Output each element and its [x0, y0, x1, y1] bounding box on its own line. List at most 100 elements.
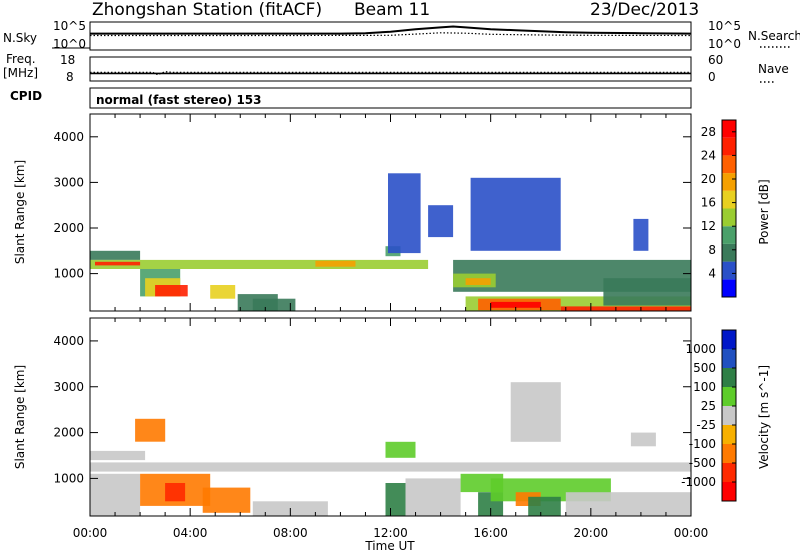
velocity-region: [135, 418, 166, 442]
power-colorbar-tick-label: 4: [708, 266, 716, 280]
nsearch-tick-top: 10^5: [708, 19, 741, 33]
freq-axis-label: Freq.: [6, 52, 36, 66]
power-region: [315, 260, 356, 267]
velocity-heatmap: [90, 382, 691, 517]
freq-tick-bottom: 8: [66, 70, 74, 84]
velocity-region: [90, 462, 691, 472]
power-colorbar-swatch: [722, 120, 736, 138]
time-tick-label: 04:00: [173, 526, 208, 540]
time-axis-labels: 00:00 04:00 08:00 12:00 16:00 20:00 00:00: [73, 526, 709, 540]
velocity-colorbar-tick-label: 1000: [685, 342, 716, 356]
time-tick-label: 12:00: [373, 526, 408, 540]
station-title: Zhongshan Station (fitACF): [92, 0, 322, 20]
velocity-region: [90, 450, 146, 461]
power-region: [252, 298, 296, 311]
power-panel: 1000 2000 3000 4000 Slant Range [km] 4 8 12 16…: [13, 113, 771, 312]
power-colorbar-swatch: [722, 261, 736, 280]
power-region: [90, 259, 429, 269]
nsky-tick-bottom: 10^0: [53, 37, 86, 51]
date-label: 23/Dec/2013: [590, 0, 699, 20]
cpid-label: CPID: [10, 89, 42, 103]
velocity-colorbar-tick-label: -100: [689, 437, 716, 451]
power-region: [388, 173, 421, 254]
power-region: [428, 205, 454, 238]
velocity-colorbar-swatch: [722, 463, 736, 482]
velocity-region: [385, 441, 416, 458]
velocity-colorbar-tick-label: -1000: [681, 475, 716, 489]
freq-unit-label: [MHz]: [3, 66, 38, 80]
power-colorbar-tick-label: 12: [701, 219, 716, 233]
noise-panel: N.Sky 10^5 10^0 10^5 10^0 N.Search: [3, 19, 800, 51]
y-tick-label: 2000: [53, 221, 84, 235]
velocity-colorbar-label-text: Velocity [m s^-1]: [757, 365, 771, 469]
y-tick-label: 3000: [53, 380, 84, 394]
power-colorbar-swatch: [722, 226, 736, 244]
power-region: [210, 285, 236, 299]
velocity-colorbar-swatch: [722, 368, 736, 387]
power-colorbar-tick-label: 24: [701, 148, 716, 162]
power-colorbar-tick-label: 20: [701, 172, 716, 186]
nsearch-tick-bottom: 10^0: [708, 37, 741, 51]
velocity-region: [510, 382, 561, 442]
power-region: [560, 306, 691, 311]
freq-tick-top: 18: [60, 53, 75, 67]
velocity-colorbar-tick-label: -25: [696, 418, 716, 432]
power-colorbar: 4 8 12 16 20 24 28: [701, 119, 737, 298]
velocity-colorbar-swatch: [722, 406, 736, 425]
power-colorbar-swatch: [722, 190, 736, 209]
time-tick-label: 00:00: [73, 526, 108, 540]
time-tick-label: 20:00: [574, 526, 609, 540]
velocity-region: [202, 487, 251, 513]
velocity-colorbar-swatch: [722, 387, 736, 406]
beam-label: Beam 11: [354, 0, 430, 20]
nave-tick-top: 60: [708, 53, 723, 67]
cpid-text: normal (fast stereo) 153: [96, 93, 262, 107]
time-tick-label: 08:00: [273, 526, 308, 540]
power-colorbar-swatch: [722, 155, 736, 174]
velocity-colorbar-tick-label: 100: [693, 380, 716, 394]
power-region: [603, 278, 691, 306]
y-tick-label: 1000: [53, 471, 84, 485]
y-tick-label: 1000: [53, 267, 84, 281]
time-tick-label: 16:00: [473, 526, 508, 540]
nave-axis-label: Nave: [758, 62, 789, 76]
velocity-colorbar-tick-label: 25: [701, 399, 716, 413]
velocity-region: [405, 478, 461, 516]
power-colorbar-label: Power [dB]: [757, 179, 771, 244]
power-region: [470, 177, 561, 251]
y-tick-label: 4000: [53, 130, 84, 144]
y-tick-label: 4000: [53, 334, 84, 348]
nave-tick-bottom: 0: [708, 70, 716, 84]
freq-panel: Freq. [MHz] 18 8 60 0 Nave: [3, 52, 789, 84]
velocity-panel: 1000 2000 3000 4000 Slant Range [km] 1000 50…: [13, 317, 771, 517]
power-y-axis: 1000 2000 3000 4000: [53, 130, 691, 281]
power-x-axis: [89, 114, 692, 311]
velocity-region: [385, 483, 406, 516]
y-tick-label: 3000: [53, 175, 84, 189]
y-tick-label: 2000: [53, 426, 84, 440]
power-region: [633, 218, 649, 251]
velocity-colorbar-swatch: [722, 425, 736, 444]
velocity-colorbar-swatch: [722, 330, 736, 349]
cpid-strip: CPID normal (fast stereo) 153: [10, 87, 692, 109]
cpid-frame: [89, 87, 692, 109]
velocity-region: [165, 483, 186, 502]
nsky-axis-label: N.Sky: [3, 31, 37, 45]
velocity-region: [565, 492, 691, 516]
velocity-colorbar-frame: [721, 329, 737, 502]
power-region: [155, 285, 188, 297]
power-colorbar-tick-label: 8: [708, 243, 716, 257]
power-colorbar-swatch: [722, 137, 736, 156]
power-region: [465, 278, 491, 285]
power-colorbar-swatch: [722, 208, 736, 227]
nsky-tick-top: 10^5: [53, 19, 86, 33]
velocity-colorbar-tick-label: 500: [693, 361, 716, 375]
freq-panel-frame: [89, 56, 692, 82]
time-axis-label: Time UT: [364, 539, 415, 553]
velocity-y-axis: 1000 2000 3000 4000: [53, 334, 691, 485]
velocity-region: [528, 496, 561, 517]
power-colorbar-swatch: [722, 173, 736, 191]
velocity-colorbar-swatch: [722, 349, 736, 368]
power-colorbar-frame: [721, 119, 737, 298]
